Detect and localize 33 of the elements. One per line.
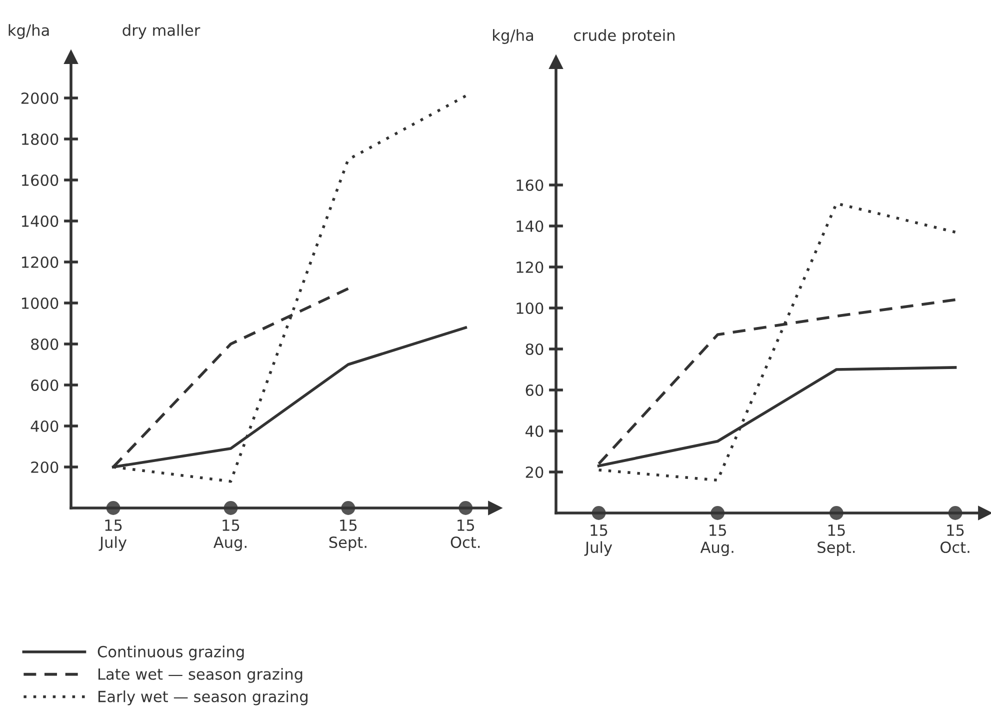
y-tick-label: 80 — [526, 343, 544, 356]
y-tick-label: 40 — [526, 425, 544, 438]
y-tick-label: 1600 — [22, 174, 58, 186]
y-tick-label: 140 — [516, 220, 544, 232]
y-tick-label: 100 — [516, 302, 544, 314]
x-tick-label: 15 Oct. — [940, 524, 970, 554]
chart-title: crude protein — [574, 29, 674, 44]
x-tick-label: 15 Sept. — [818, 524, 855, 556]
y-tick-label: 1000 — [22, 297, 58, 310]
y-axis-title: kg/ha — [8, 24, 49, 39]
chart-title: dry maller — [122, 24, 200, 39]
y-tick-label: 600 — [31, 379, 58, 392]
y-tick-label: 1800 — [22, 133, 58, 146]
y-tick-label: 60 — [526, 384, 544, 396]
x-tick-label: 15 July — [584, 524, 612, 556]
y-tick-label: 800 — [31, 338, 58, 350]
y-tick-label: 1200 — [22, 256, 58, 268]
y-tick-label: 2000 — [21, 92, 58, 104]
x-tick-label: 15 Aug. — [700, 524, 734, 556]
x-tick-label: 15 July — [98, 520, 127, 552]
y-tick-label: 20 — [526, 466, 544, 478]
y-tick-label: 400 — [30, 420, 58, 432]
x-tick-label: 15 Oct. — [450, 520, 480, 548]
y-tick-label: 120 — [516, 261, 544, 274]
legend-label: Early wet — season grazing — [98, 690, 308, 706]
legend-label: Continuous grazing — [98, 646, 244, 660]
x-tick-label: 15 Sept. — [329, 520, 366, 552]
x-tick-label: 15 Aug. — [214, 520, 246, 552]
y-tick-label: 1400 — [22, 215, 58, 228]
y-tick-label: 200 — [31, 461, 58, 474]
legend-label: Late wet — season grazing — [98, 668, 302, 683]
y-tick-label: 160 — [516, 179, 544, 192]
y-axis-title: kg/ha — [493, 29, 533, 44]
